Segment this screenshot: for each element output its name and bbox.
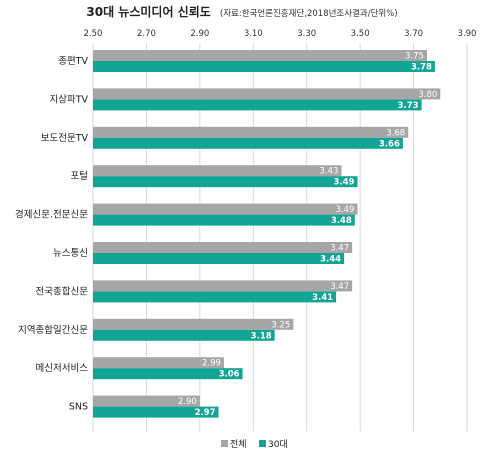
bar <box>93 242 353 253</box>
legend-swatch <box>221 440 228 447</box>
bar <box>93 280 353 292</box>
x-tick-label: 2.90 <box>190 29 209 39</box>
chart-subtitle: (자료:한국언론진흥재단,2018년조사결과/단위%) <box>220 8 398 19</box>
bar <box>93 50 427 61</box>
bar-value-label: 3.73 <box>398 101 419 111</box>
bar-value-label: 3.49 <box>336 205 355 215</box>
legend-swatch <box>259 440 266 447</box>
bar <box>93 253 345 264</box>
bar-value-label: 3.25 <box>271 320 290 330</box>
bar <box>93 99 422 111</box>
x-tick-label: 3.10 <box>244 29 263 39</box>
bar <box>93 368 243 380</box>
category-label: 지역종합일간신문 <box>18 325 88 336</box>
category-label: 뉴스통신 <box>53 248 88 259</box>
bar-value-label: 3.49 <box>333 178 354 188</box>
bar-value-label: 3.41 <box>312 293 333 303</box>
bar-value-label: 3.47 <box>330 244 349 254</box>
bar-value-label: 3.66 <box>379 139 400 149</box>
bar <box>93 214 355 226</box>
bar <box>93 61 435 72</box>
category-label: 지상파TV <box>49 94 88 105</box>
category-label: 보도전문TV <box>41 133 89 144</box>
x-tick-label: 3.50 <box>351 29 370 39</box>
x-tick-label: 3.90 <box>458 29 477 39</box>
bar <box>93 165 342 177</box>
bars: 3.753.783.803.733.683.663.433.493.493.48… <box>93 50 441 418</box>
chart-title: 30대 뉴스미디어 신뢰도 (자료:한국언론진흥재단,2018년조사결과/단위%… <box>86 1 397 20</box>
bar-value-label: 2.99 <box>202 359 221 369</box>
bar-value-label: 2.90 <box>178 397 197 407</box>
bar <box>93 176 358 188</box>
bar-value-label: 3.48 <box>331 216 352 226</box>
bar-value-label: 3.68 <box>386 128 405 138</box>
bar-value-label: 2.97 <box>195 408 216 418</box>
bar <box>93 203 358 215</box>
bar-value-label: 3.44 <box>320 255 341 265</box>
bar <box>93 395 200 407</box>
bar <box>93 329 275 341</box>
x-tick-label: 3.30 <box>297 29 316 39</box>
category-label: SNS <box>69 402 88 413</box>
bar-value-label: 3.78 <box>411 63 432 73</box>
bar <box>93 357 224 369</box>
x-tick-label: 3.70 <box>404 29 423 39</box>
legend-label: 전체 <box>230 439 247 450</box>
category-label: 전국종합신문 <box>36 286 89 297</box>
chart-title-main: 30대 뉴스미디어 신뢰도 <box>86 4 210 19</box>
bar <box>93 126 409 138</box>
bar <box>93 88 441 100</box>
legend: 전체 30대 <box>221 439 288 450</box>
bar-value-label: 3.75 <box>405 52 424 62</box>
category-label: 종편TV <box>58 55 88 67</box>
legend-label: 30대 <box>268 439 288 450</box>
category-labels: 종편TV 지상파TV 보도전문TV 포털경제신문.전문신문뉴스통신전국종합신문지역종합… <box>15 55 88 413</box>
bar <box>93 318 294 330</box>
bar-value-label: 3.43 <box>320 167 339 177</box>
x-tick-label: 2.70 <box>137 29 156 39</box>
category-label: 포털 <box>71 170 88 182</box>
category-label: 메신저서비스 <box>36 363 89 374</box>
x-axis-ticks: 2.50 2.70 2.90 3.10 3.30 3.50 3.70 3.90 <box>84 29 477 39</box>
bar <box>93 291 337 303</box>
bar <box>93 137 403 149</box>
bar <box>93 406 219 418</box>
bar-value-label: 3.18 <box>251 331 272 341</box>
x-tick-label: 2.50 <box>84 29 103 39</box>
category-label: 경제신문.전문신문 <box>15 209 88 221</box>
bar-value-label: 3.80 <box>418 90 437 100</box>
bar-value-label: 3.06 <box>219 370 240 380</box>
bar-value-label: 3.47 <box>330 282 349 292</box>
